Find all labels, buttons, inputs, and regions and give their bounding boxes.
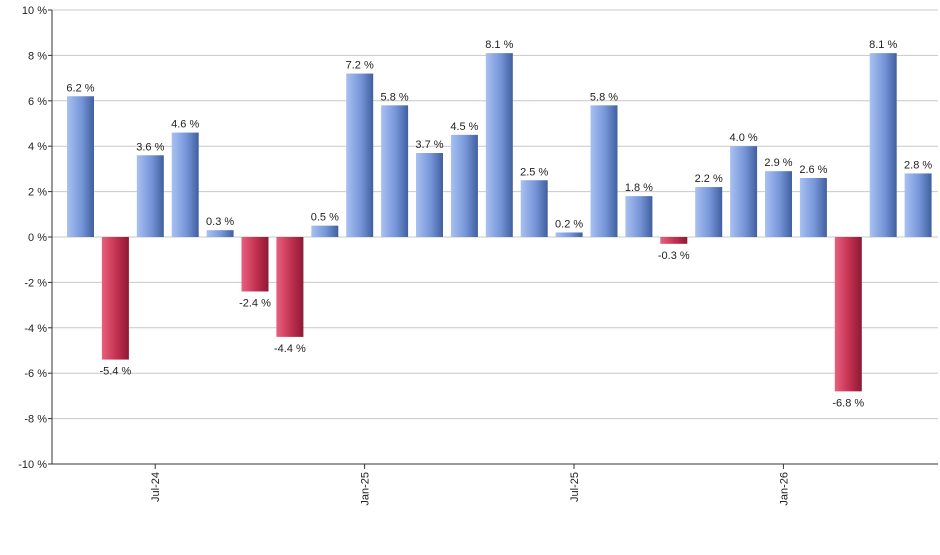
- y-tick-label: 2 %: [28, 187, 47, 199]
- bar-positive: [730, 146, 758, 237]
- bar-positive: [136, 155, 164, 237]
- y-tick-label: -4 %: [24, 323, 47, 335]
- y-tick-label: -8 %: [24, 414, 47, 426]
- data-label: 8.1 %: [485, 39, 513, 51]
- bar-positive: [869, 53, 897, 237]
- data-label: 2.2 %: [695, 173, 723, 185]
- bar-positive: [485, 53, 513, 237]
- data-label: 0.3 %: [206, 216, 234, 228]
- bar-positive: [416, 153, 443, 237]
- y-tick-label: -10 %: [18, 459, 47, 471]
- axes: 10 % 8 % 6 % 4 % 2 % 0 % -2 % -4 % -6 % -8 % -10 %…: [18, 5, 938, 506]
- y-tick-label: -6 %: [24, 368, 47, 380]
- data-label: 0.2 %: [555, 218, 583, 230]
- y-tick-label: 4 %: [28, 141, 47, 153]
- bar-positive: [171, 132, 199, 237]
- data-label: 6.2 %: [66, 82, 94, 94]
- bar-positive: [346, 73, 374, 237]
- data-label: 2.6 %: [799, 164, 827, 176]
- data-label: 0.5 %: [311, 212, 339, 224]
- bar-positive: [695, 187, 723, 237]
- data-label: 7.2 %: [346, 60, 374, 72]
- bar-positive: [555, 232, 583, 237]
- bar-positive: [311, 225, 339, 237]
- bar-positive: [625, 196, 653, 237]
- data-label: 2.9 %: [764, 157, 792, 169]
- data-label: 8.1 %: [869, 39, 897, 51]
- y-tick-label: 8 %: [28, 50, 47, 62]
- x-tick-label: Jul-24: [150, 472, 162, 502]
- data-label: -0.3 %: [658, 250, 690, 262]
- bar-positive: [206, 230, 234, 237]
- bar-positive: [799, 177, 827, 237]
- data-label: 5.8 %: [381, 91, 409, 103]
- data-label: 3.6 %: [136, 141, 164, 153]
- x-tick-label: Jan-26: [778, 472, 790, 506]
- y-tick-label: 10 %: [22, 5, 47, 17]
- bar-negative: [834, 237, 862, 392]
- data-label: -6.8 %: [832, 397, 864, 409]
- data-label: 2.5 %: [520, 166, 548, 178]
- bar-positive: [67, 96, 94, 237]
- bar-positive: [520, 180, 548, 237]
- data-label: 1.8 %: [625, 182, 653, 194]
- data-label: -5.4 %: [100, 366, 132, 378]
- y-tick-label: -2 %: [24, 277, 47, 289]
- bar-negative: [101, 237, 129, 360]
- bar-positive: [381, 105, 409, 237]
- data-label: -4.4 %: [274, 343, 306, 355]
- bars: [67, 53, 932, 392]
- data-label: 5.8 %: [590, 91, 618, 103]
- y-tick-label: 0 %: [28, 232, 47, 244]
- x-tick-label: Jan-25: [360, 472, 372, 506]
- bar-positive: [904, 173, 932, 237]
- bar-negative: [241, 237, 269, 292]
- bar-positive: [765, 171, 792, 237]
- bar-negative: [276, 237, 304, 337]
- data-label: 2.8 %: [904, 159, 932, 171]
- data-label: 4.5 %: [450, 121, 478, 133]
- data-label: -2.4 %: [239, 297, 271, 309]
- bar-positive: [590, 105, 618, 237]
- bar-positive: [450, 134, 478, 237]
- data-label: 3.7 %: [415, 139, 443, 151]
- data-labels: 6.2 % -5.4 % 3.6 % 4.6 % 0.3 % -2.4 % -4.4 % 0.…: [66, 39, 932, 409]
- y-tick-label: 6 %: [28, 96, 47, 108]
- data-label: 4.0 %: [730, 132, 758, 144]
- data-label: 4.6 %: [171, 119, 199, 131]
- x-tick-label: Jul-25: [569, 472, 581, 502]
- bar-negative: [660, 237, 688, 244]
